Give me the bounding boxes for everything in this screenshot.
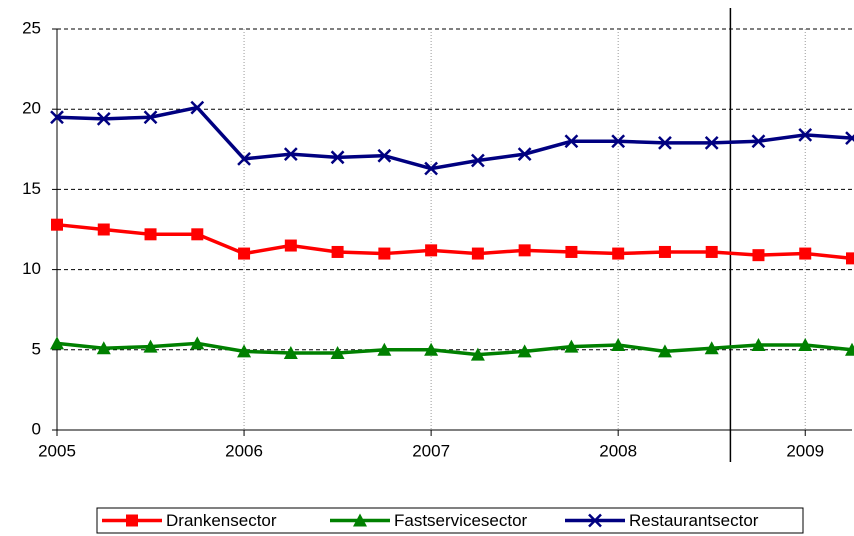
marker [378,247,391,260]
marker [751,337,766,351]
y-tick-label: 15 [22,179,41,198]
marker [517,147,532,161]
marker [704,341,719,355]
marker [424,342,439,356]
marker [611,134,626,149]
marker [657,344,672,358]
legend-label: Drankensector [166,511,277,530]
marker [845,342,854,356]
marker [50,110,64,125]
series-line [56,222,853,261]
x-tick-label: 2009 [786,441,824,460]
x-tick-label: 2006 [225,441,263,460]
y-tick-label: 20 [22,99,41,118]
marker [330,346,345,360]
marker [50,336,64,350]
marker [237,344,252,358]
marker [846,252,854,265]
marker [752,249,765,262]
marker [51,218,63,231]
marker [377,148,392,163]
y-tick-label: 0 [32,419,41,438]
marker [845,131,854,145]
x-tick-label: 2007 [412,441,450,460]
marker [798,337,813,351]
marker [798,127,813,142]
marker [191,228,204,241]
marker [377,342,392,356]
marker [237,152,251,166]
legend-box [96,507,804,534]
marker [565,245,578,258]
marker [424,161,439,176]
marker [284,239,297,252]
marker [612,247,625,260]
marker [190,100,205,115]
marker [658,245,671,258]
marker [470,153,485,168]
marker [144,228,157,241]
legend-label: Restaurantsector [629,511,759,530]
y-tick-label: 5 [32,339,41,358]
marker [470,347,485,361]
y-tick-label: 25 [22,18,41,37]
marker [564,134,579,149]
legend-marker [353,513,367,527]
marker [283,346,298,360]
marker [425,244,438,257]
marker [611,337,626,351]
marker [471,247,484,260]
marker [330,150,345,165]
marker [97,223,110,236]
marker [658,136,672,150]
legend-label: Fastservicesector [394,511,528,530]
x-tick-label: 2008 [599,441,637,460]
marker [283,147,298,161]
series-line [56,105,853,171]
marker [518,244,531,257]
marker [564,339,579,353]
marker [517,344,532,358]
legend-marker [126,514,138,527]
y-tick-label: 10 [22,259,41,278]
marker [238,247,251,260]
marker [96,341,111,355]
marker [799,247,812,260]
marker [143,339,158,353]
marker [751,134,766,149]
marker [96,111,111,126]
series-line [56,341,853,357]
marker [143,110,158,125]
marker [705,245,718,258]
marker [704,136,719,150]
x-tick-label: 2005 [38,441,76,460]
legend-marker [588,513,602,528]
marker [331,245,344,258]
marker [190,336,205,350]
